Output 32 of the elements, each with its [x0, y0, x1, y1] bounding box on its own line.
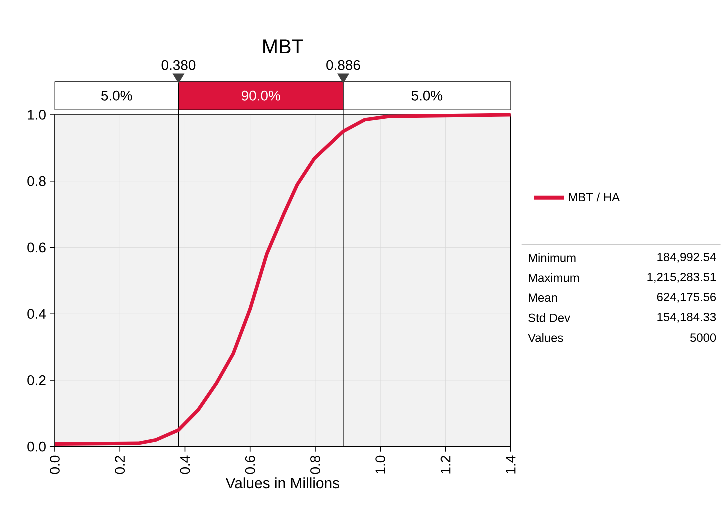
text: 184,992.54 — [658, 253, 716, 263]
y-tick-label: 1.0 — [28, 110, 46, 120]
y-tick-label: 0.2 — [28, 376, 46, 386]
x-tick-label: 0.6 — [245, 456, 256, 474]
ref-line-label: 0.886 — [326, 60, 360, 70]
text: 5.0% — [102, 91, 132, 101]
y-tick-label: 0.8 — [28, 176, 46, 186]
ref-line-label: 0.380 — [162, 60, 196, 70]
x-tick-label: 1.2 — [440, 456, 451, 474]
x-tick-label: 0.8 — [310, 456, 320, 474]
x-tick-label: 0.2 — [115, 456, 126, 474]
text: 154,184.33 — [658, 313, 716, 323]
text: 5000 — [690, 334, 716, 342]
text: 5.0% — [412, 91, 443, 101]
text: Mean — [529, 294, 558, 302]
text: 90.0% — [242, 91, 280, 101]
text: Minimum — [529, 254, 576, 262]
text: Maximum — [529, 274, 580, 282]
y-tick-label: 0.0 — [28, 442, 46, 452]
text: Values — [528, 334, 564, 342]
chart-title: MBT — [264, 40, 304, 54]
x-tick-label: 1.4 — [506, 456, 516, 474]
text: Std Dev — [528, 314, 571, 322]
x-tick-label: 0.0 — [50, 456, 60, 474]
text: 624,175.56 — [657, 293, 716, 303]
y-tick-label: 0.6 — [28, 242, 46, 253]
x-tick-label: 1.0 — [376, 456, 386, 474]
x-tick-label: 0.4 — [180, 456, 190, 474]
x-axis-title: Values in Millions — [226, 478, 340, 489]
legend-label: MBT / HA — [569, 192, 620, 202]
text: 1,215,283.51 — [648, 273, 716, 283]
y-tick-label: 0.4 — [28, 309, 46, 320]
